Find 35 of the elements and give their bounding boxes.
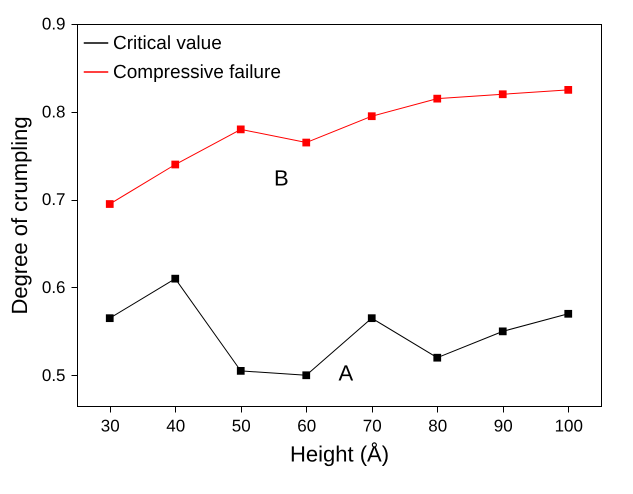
point xyxy=(171,160,180,168)
x-tick-label: 60 xyxy=(297,416,316,436)
point xyxy=(236,126,245,134)
point xyxy=(171,274,180,283)
point xyxy=(498,327,507,336)
y-tick-label: 0.6 xyxy=(42,278,66,297)
point xyxy=(498,90,507,98)
point xyxy=(302,371,310,380)
point xyxy=(106,200,114,208)
point xyxy=(368,314,376,322)
x-tick-label: 30 xyxy=(100,416,120,436)
x-tick-label: 50 xyxy=(232,416,251,436)
point xyxy=(564,86,572,94)
point xyxy=(368,112,376,120)
y-tick-label: 0.8 xyxy=(42,102,66,122)
y-tick-label: 0.5 xyxy=(42,366,66,385)
x-tick-label: 100 xyxy=(554,416,583,436)
legend-label: Critical value xyxy=(113,33,222,54)
y-tick-label: 0.9 xyxy=(42,14,66,34)
point xyxy=(236,367,245,375)
x-tick-label: 90 xyxy=(494,416,513,436)
point xyxy=(433,94,442,103)
legend-label: Compressive failure xyxy=(113,62,281,83)
point xyxy=(564,310,572,318)
point xyxy=(106,314,114,322)
x-tick-label: 70 xyxy=(362,416,382,436)
annotation: A xyxy=(338,360,354,386)
x-axis-title: Height (Å) xyxy=(290,442,390,466)
annotation: B xyxy=(274,166,289,191)
y-axis-title: Degree of crumpling xyxy=(6,116,32,315)
x-tick-label: 80 xyxy=(428,416,448,436)
x-tick-label: 40 xyxy=(166,416,186,436)
point xyxy=(433,354,442,362)
point xyxy=(302,138,310,146)
y-tick-label: 0.7 xyxy=(42,190,66,210)
